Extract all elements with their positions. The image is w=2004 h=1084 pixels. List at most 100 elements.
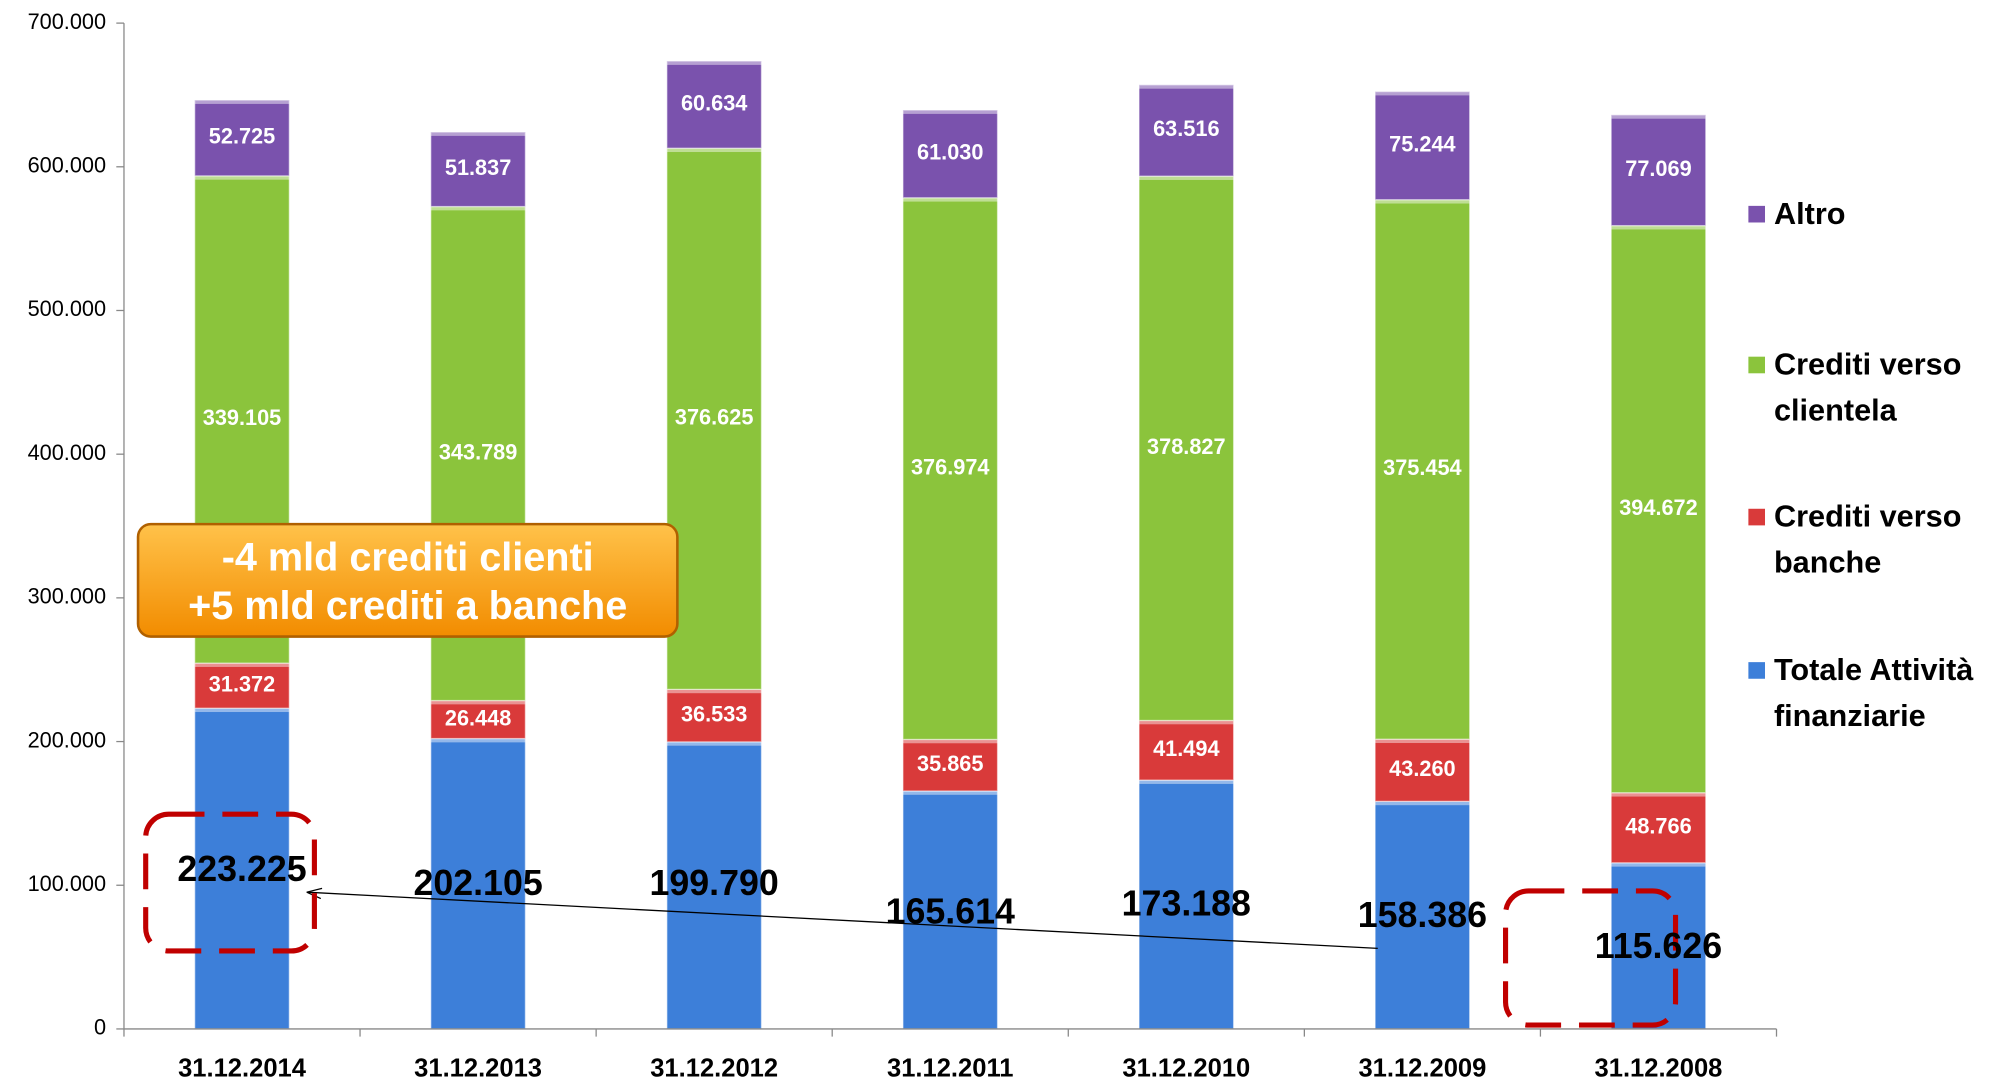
value-label: 173.188 <box>1122 884 1251 924</box>
bar-highlight <box>902 110 998 114</box>
value-label: 43.260 <box>1389 756 1455 781</box>
bar-highlight <box>1611 792 1706 797</box>
bar-highlight <box>194 663 290 667</box>
value-label: 158.386 <box>1358 895 1487 935</box>
value-label: 48.766 <box>1625 813 1691 838</box>
y-tick-label: 500.000 <box>28 296 107 321</box>
value-label: 376.625 <box>675 405 754 430</box>
bar-segment <box>1138 84 1235 177</box>
y-tick-label: 400.000 <box>28 440 107 465</box>
value-label: 36.533 <box>681 701 747 726</box>
bar-highlight <box>1611 862 1706 867</box>
bar-segment <box>430 737 527 1030</box>
bar-segment <box>1138 719 1235 781</box>
legend-item: Totale Attività finanziarie <box>1774 653 1973 734</box>
x-tick-label: 31.12.2009 <box>1358 1055 1486 1083</box>
bar-segment <box>430 699 527 740</box>
legend-swatch <box>1748 662 1766 679</box>
bar-highlight <box>1375 199 1470 204</box>
bar-highlight <box>902 790 998 795</box>
legend-swatch <box>1748 205 1766 223</box>
x-tick-label: 31.12.2014 <box>178 1055 307 1083</box>
bar-segment <box>666 741 763 1030</box>
bar-highlight <box>1139 176 1234 180</box>
value-label: 394.672 <box>1619 495 1698 520</box>
value-label: 35.865 <box>917 751 983 776</box>
bar-highlight <box>1139 84 1234 89</box>
bar-segment <box>1374 738 1471 802</box>
bar-segment <box>1374 90 1471 201</box>
annotation: -4 mld crediti clienti <box>222 535 594 579</box>
value-label: 223.225 <box>177 849 306 889</box>
bar-segment <box>666 60 763 149</box>
bar-highlight <box>1611 114 1706 119</box>
x-tick-label: 31.12.2008 <box>1595 1055 1723 1083</box>
x-tick-label: 31.12.2012 <box>650 1055 778 1083</box>
bar-segment <box>666 688 763 743</box>
value-label: 61.030 <box>917 140 983 165</box>
bar-highlight <box>194 100 290 104</box>
annotation: +5 mld crediti a banche <box>188 584 627 628</box>
bar-highlight <box>1611 225 1706 230</box>
value-label: 202.105 <box>413 863 542 903</box>
y-tick-label: 600.000 <box>28 153 107 178</box>
bar-segment <box>1610 224 1707 794</box>
value-label: 63.516 <box>1153 116 1219 141</box>
bar-highlight <box>1375 739 1470 744</box>
bar-highlight <box>430 132 526 136</box>
legend-label: Crediti verso clientela <box>1773 347 1962 429</box>
y-tick-label: 0 <box>94 1015 106 1040</box>
bar-segment <box>1610 114 1707 227</box>
value-label: 339.105 <box>203 405 282 430</box>
overlay: -4 mld crediti clienti +5 mld crediti a … <box>136 522 1722 1028</box>
bar-highlight <box>666 148 762 153</box>
legend-label: Altro <box>1773 196 1846 232</box>
bar-highlight <box>1375 91 1470 96</box>
y-tick-label: 300.000 <box>28 584 107 609</box>
bar-highlight <box>430 206 526 211</box>
value-label: 343.789 <box>439 439 518 464</box>
legend-swatch <box>1748 356 1766 374</box>
bar-highlight <box>1139 720 1234 725</box>
value-label: 60.634 <box>681 90 747 115</box>
bar-segment <box>902 109 999 199</box>
arrow <box>306 891 1378 950</box>
legend-swatch <box>1748 508 1766 526</box>
x-tick-label: 31.12.2010 <box>1122 1055 1250 1083</box>
y-tick-label: 700.000 <box>28 9 107 34</box>
value-label: 26.448 <box>445 705 511 730</box>
bar-segment <box>430 131 527 208</box>
bar-highlight <box>430 700 526 705</box>
bar-segment <box>1374 800 1471 1030</box>
legend-label: Crediti verso banche <box>1773 499 1962 581</box>
x-tick-label: 31.12.2013 <box>414 1055 542 1083</box>
bar-highlight <box>666 61 762 65</box>
bar-highlight <box>902 197 998 202</box>
x-tick-label: 31.12.2011 <box>887 1055 1013 1083</box>
legend-item: Crediti verso clientela <box>1773 347 1962 429</box>
y-tick-label: 100.000 <box>28 871 107 896</box>
value-label: 31.372 <box>209 671 275 696</box>
annotation-box <box>136 522 679 638</box>
value-label: 41.494 <box>1153 736 1219 761</box>
bar-segment <box>1374 199 1471 740</box>
value-label: 77.069 <box>1625 156 1691 181</box>
value-label: 199.790 <box>650 863 779 903</box>
value-label: 165.614 <box>886 891 1015 931</box>
bar-segment <box>902 197 999 741</box>
bar-segment <box>194 707 290 1030</box>
value-label: 51.837 <box>445 155 511 180</box>
bar-highlight <box>1375 801 1470 806</box>
bar-segment <box>1138 175 1235 722</box>
value-label: 376.974 <box>911 454 990 479</box>
value-label: 378.827 <box>1147 434 1226 459</box>
bar-highlight <box>666 741 762 746</box>
y-tick-label: 200.000 <box>28 727 107 752</box>
legend-item: Altro <box>1773 196 1846 232</box>
bar-highlight <box>666 689 762 694</box>
bar-highlight <box>1139 780 1234 784</box>
value-label: 52.725 <box>209 124 275 149</box>
highlight-box <box>1503 888 1679 1028</box>
